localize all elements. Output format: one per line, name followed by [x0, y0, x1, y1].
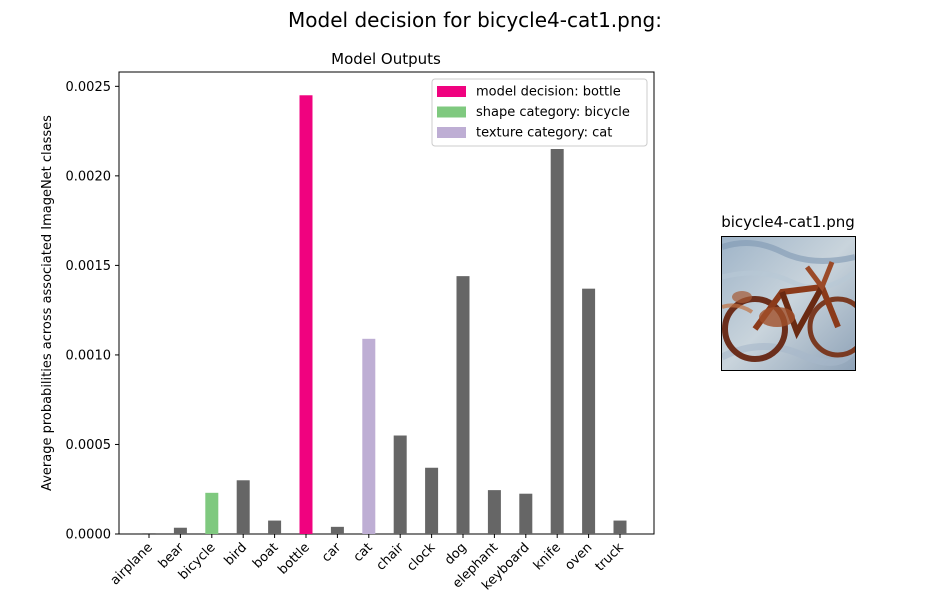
bar-cat — [362, 338, 376, 534]
legend-label: texture category: cat — [476, 126, 612, 141]
bar-car — [330, 526, 344, 534]
x-tick-label: bird — [222, 540, 250, 568]
y-tick-label: 0.0025 — [66, 80, 112, 95]
stimulus-image — [721, 236, 856, 371]
bar-truck — [613, 520, 627, 534]
x-tick-label: clock — [404, 540, 439, 575]
bar-boat — [268, 520, 282, 534]
x-tick-label: cat — [351, 540, 376, 565]
legend-label: model decision: bottle — [476, 85, 621, 100]
figure-title: Model decision for bicycle4-cat1.png: — [288, 8, 662, 32]
legend-swatch — [437, 127, 466, 138]
y-tick-label: 0.0005 — [66, 438, 112, 453]
y-tick-label: 0.0000 — [66, 528, 112, 543]
bar-oven — [582, 288, 596, 534]
bar-bird — [236, 480, 250, 534]
bar-airplane — [142, 533, 156, 534]
x-tick-label: car — [319, 540, 345, 566]
x-tick-label: chair — [374, 540, 408, 574]
bar-chair — [393, 435, 407, 534]
image-title: bicycle4-cat1.png — [721, 213, 855, 231]
legend: model decision: bottle shape category: bi… — [431, 78, 648, 147]
legend-box — [431, 78, 648, 147]
legend-swatch — [437, 86, 466, 97]
y-tick-label: 0.0015 — [66, 259, 112, 274]
x-tick-label: bottle — [275, 540, 312, 577]
bar-elephant — [487, 490, 501, 534]
bar-keyboard — [519, 493, 533, 534]
x-tick-label: oven — [562, 540, 595, 573]
axes-frame — [118, 71, 655, 535]
legend-swatch — [437, 106, 466, 118]
bar-bicycle — [205, 492, 219, 534]
x-tick-label: airplane — [108, 540, 156, 588]
y-axis-label: Average probabilities across associated … — [40, 115, 55, 491]
y-tick-label: 0.0020 — [66, 169, 112, 184]
bar-clock — [425, 467, 439, 534]
bar-bottle — [299, 95, 313, 535]
plot-area: 0.0000 0.0005 0.0010 0.0015 0.0020 0.0025 airp… — [66, 71, 655, 593]
y-tick-label: 0.0010 — [66, 348, 112, 363]
x-tick-label: truck — [593, 540, 628, 575]
bar-bear — [173, 527, 187, 534]
x-tick-label: knife — [531, 540, 564, 573]
bar-dog — [456, 276, 470, 534]
legend-label: shape category: bicycle — [476, 105, 630, 120]
bar-knife — [550, 149, 564, 534]
chart-title: Model Outputs — [331, 50, 441, 68]
